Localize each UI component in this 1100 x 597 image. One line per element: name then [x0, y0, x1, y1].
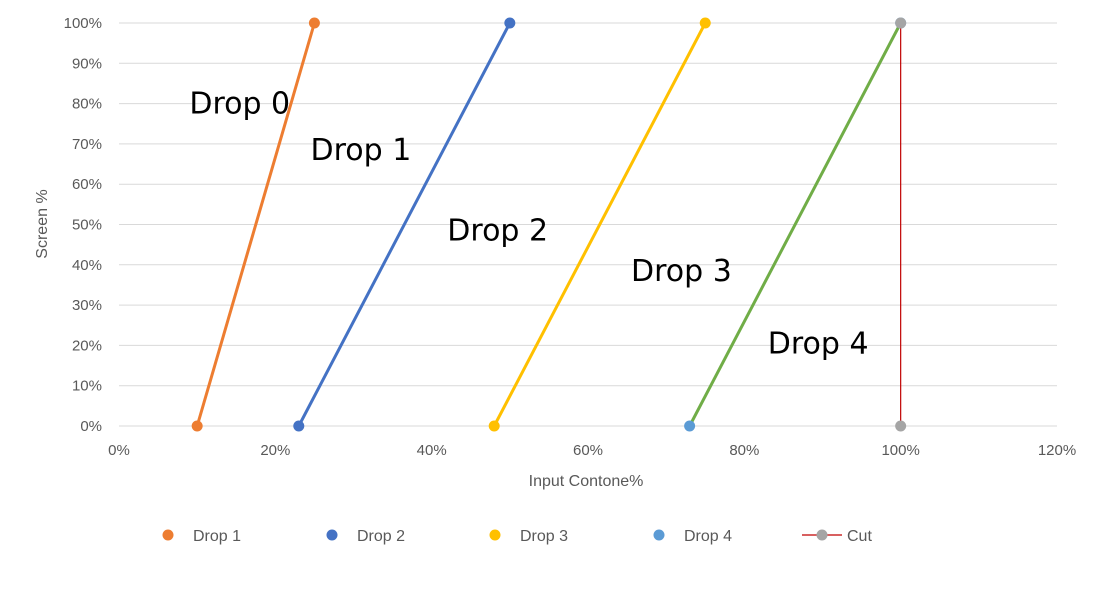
x-tick-label: 40%: [417, 442, 447, 459]
y-tick-label: 10%: [72, 378, 102, 395]
y-tick-label: 50%: [72, 217, 102, 234]
x-tick-label: 80%: [729, 442, 759, 459]
legend-label: Drop 1: [193, 528, 241, 545]
data-point: [504, 17, 516, 29]
annotation-label: Drop 2: [447, 214, 548, 249]
series-line: [688, 22, 902, 427]
x-axis-ticks: 0% 20% 40% 60% 80% 100% 120%: [108, 442, 1076, 459]
data-point: [895, 17, 907, 29]
data-point: [895, 420, 907, 432]
legend-label: Drop 3: [520, 528, 568, 545]
data-point: [684, 420, 696, 432]
legend-label: Drop 4: [684, 528, 732, 545]
y-tick-label: 0%: [80, 418, 102, 435]
series-line: [297, 22, 512, 427]
x-tick-label: 0%: [108, 442, 130, 459]
y-tick-label: 30%: [72, 297, 102, 314]
legend-label: Drop 2: [357, 528, 405, 545]
y-tick-label: 80%: [72, 96, 102, 113]
series-line: [195, 22, 316, 427]
series-line: [492, 22, 707, 427]
x-tick-label: 120%: [1038, 442, 1076, 459]
gridlines: [119, 22, 1057, 427]
y-axis-title: Screen %: [34, 189, 51, 258]
y-tick-label: 100%: [64, 15, 102, 32]
legend: Drop 1 Drop 2 Drop 3 Drop 4 Cut: [162, 528, 872, 545]
legend-marker: [489, 529, 501, 541]
data-point: [293, 420, 305, 432]
annotations: Drop 0 Drop 1 Drop 2 Drop 3 Drop 4: [189, 87, 868, 362]
series-layer: [191, 17, 907, 432]
data-point: [488, 420, 500, 432]
y-tick-label: 90%: [72, 55, 102, 72]
annotation-label: Drop 3: [631, 254, 732, 289]
annotation-label: Drop 0: [189, 87, 290, 122]
legend-marker: [653, 529, 665, 541]
annotation-label: Drop 1: [311, 133, 412, 168]
y-tick-label: 20%: [72, 337, 102, 354]
legend-marker: [162, 529, 174, 541]
data-point: [699, 17, 711, 29]
y-tick-label: 40%: [72, 257, 102, 274]
x-tick-label: 60%: [573, 442, 603, 459]
annotation-label: Drop 4: [768, 326, 869, 361]
legend-label: Cut: [847, 528, 872, 545]
y-axis-ticks: 0% 10% 20% 30% 40% 50% 60% 70% 80% 90% 100%: [64, 15, 102, 435]
x-tick-label: 20%: [260, 442, 290, 459]
y-tick-label: 60%: [72, 176, 102, 193]
data-point: [191, 420, 203, 432]
legend-marker: [816, 529, 828, 541]
data-point: [308, 17, 320, 29]
legend-marker: [326, 529, 338, 541]
x-axis-title: Input Contone%: [529, 473, 644, 490]
y-tick-label: 70%: [72, 136, 102, 153]
x-tick-label: 100%: [881, 442, 919, 459]
